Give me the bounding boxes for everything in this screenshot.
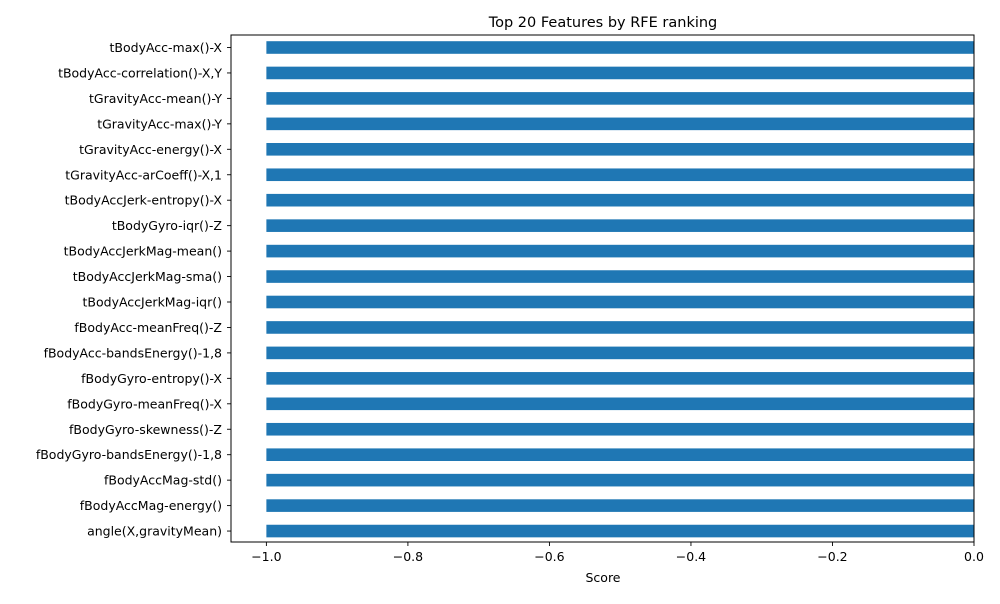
y-tick-label: fBodyGyro-meanFreq()-X [67,396,222,411]
bar [266,219,974,232]
bar [266,92,974,105]
y-tick-labels: tBodyAcc-max()-X tBodyAcc-correlation()-X… [36,40,231,539]
y-tick-label: tBodyAcc-max()-X [110,40,223,55]
y-tick-label: fBodyAccMag-energy() [80,498,222,513]
plot-frame [230,34,975,543]
bar [266,499,974,512]
bar [266,321,974,334]
x-axis-label: Score [585,570,620,585]
y-tick-label: fBodyGyro-bandsEnergy()-1,8 [36,447,222,462]
x-tick-label: −0.2 [817,549,847,564]
y-tick-label: tGravityAcc-max()-Y [97,116,222,131]
y-tick-label: fBodyAcc-meanFreq()-Z [74,320,222,335]
bar [266,168,974,182]
bar [266,41,974,54]
bar [266,448,974,461]
y-tick-label: tGravityAcc-mean()-Y [89,91,222,106]
x-tick-label: −0.6 [534,549,564,564]
y-tick-label: tBodyGyro-iqr()-Z [112,218,222,233]
bar [266,66,974,80]
bar [266,372,974,385]
y-tick-label: fBodyAccMag-std() [104,473,222,488]
bar [266,295,974,309]
y-tick-label: angle(X,gravityMean) [87,524,222,539]
x-tick-label: 0.0 [964,549,984,564]
y-tick-label: tBodyAcc-correlation()-X,Y [58,65,222,80]
chart-title: Top 20 Features by RFE ranking [488,15,718,31]
y-tick-label: tBodyAccJerkMag-mean() [64,244,222,259]
bar [266,244,974,258]
bars-group [266,41,974,538]
x-ticks: −1.0 −0.8 −0.6 −0.4 −0.2 0.0 [251,542,984,564]
bar [266,346,974,360]
y-tick-label: tBodyAccJerkMag-sma() [73,269,222,284]
y-tick-label: fBodyGyro-skewness()-Z [69,422,222,437]
bar [266,270,974,283]
x-tick-label: −0.8 [393,549,423,564]
y-tick-label: tBodyAccJerk-entropy()-X [65,193,223,208]
x-tick-label: −0.4 [676,549,706,564]
bar [266,193,974,207]
bar [266,422,974,436]
y-tick-label: fBodyGyro-entropy()-X [81,371,222,386]
x-tick-label: −1.0 [251,549,281,564]
bar [266,397,974,411]
y-tick-label: fBodyAcc-bandsEnergy()-1,8 [44,345,222,360]
bar [266,473,974,487]
bar [266,143,974,156]
bar [266,524,974,538]
bar [266,117,974,131]
y-tick-label: tGravityAcc-arCoeff()-X,1 [65,167,222,182]
y-tick-label: tBodyAccJerkMag-iqr() [83,295,222,310]
y-tick-label: tGravityAcc-energy()-X [79,142,222,157]
